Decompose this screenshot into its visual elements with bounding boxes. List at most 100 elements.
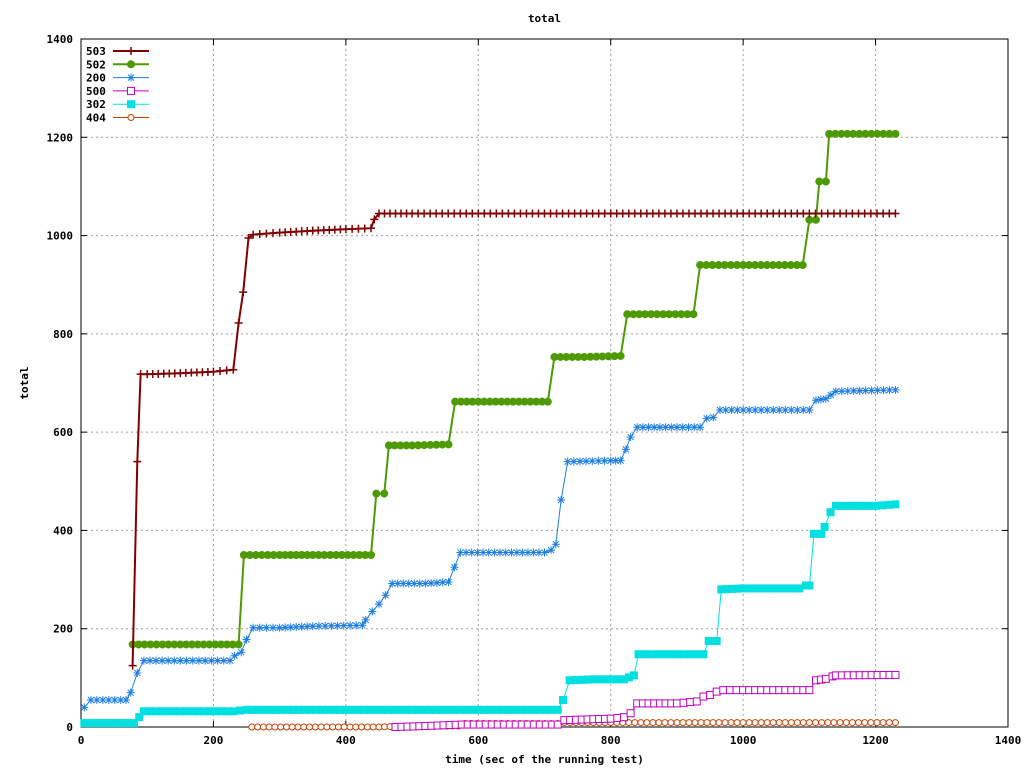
data-point — [696, 423, 705, 432]
data-point — [871, 501, 880, 510]
data-point — [239, 288, 248, 297]
data-point — [352, 723, 360, 731]
data-point — [594, 456, 603, 465]
data-point — [751, 406, 760, 415]
data-point — [812, 719, 820, 727]
data-point — [219, 656, 228, 665]
data-point — [638, 423, 647, 432]
data-point — [462, 548, 471, 557]
y-tick-label: 1000 — [47, 230, 74, 243]
data-point — [188, 656, 197, 665]
data-point — [878, 501, 887, 510]
data-point — [715, 406, 724, 415]
x-tick-label: 200 — [203, 734, 223, 747]
data-point — [363, 723, 371, 731]
data-point — [410, 579, 419, 588]
data-point — [626, 433, 635, 442]
data-point — [213, 656, 222, 665]
data-point — [399, 579, 408, 588]
data-point — [104, 695, 113, 704]
data-point — [861, 386, 870, 395]
x-tick-label: 1000 — [730, 734, 757, 747]
data-point — [649, 719, 657, 727]
legend-entry-502: 502 — [86, 58, 149, 71]
data-point — [739, 719, 747, 727]
data-point — [327, 621, 336, 630]
data-point — [867, 719, 875, 727]
data-point — [751, 719, 759, 727]
data-point — [703, 719, 711, 727]
data-point — [275, 623, 284, 632]
data-point — [826, 391, 835, 400]
legend-label: 500 — [86, 85, 106, 98]
data-point — [432, 578, 441, 587]
x-tick-label: 0 — [78, 734, 85, 747]
data-point — [884, 500, 893, 509]
data-point — [127, 100, 135, 109]
data-point — [690, 423, 699, 432]
legend-entry-200: 200 — [86, 72, 149, 85]
x-tick-label: 800 — [601, 734, 621, 747]
x-tick-label: 400 — [336, 734, 356, 747]
data-point — [769, 406, 778, 415]
data-point — [805, 686, 814, 695]
data-point — [393, 579, 402, 588]
data-point — [547, 546, 556, 555]
data-point — [444, 578, 453, 587]
data-point — [86, 695, 95, 704]
data-point — [86, 719, 95, 728]
data-point — [679, 719, 687, 727]
data-point — [879, 719, 887, 727]
data-point — [281, 623, 290, 632]
data-point — [655, 423, 664, 432]
data-point — [891, 129, 900, 138]
data-point — [116, 695, 125, 704]
data-point — [721, 406, 730, 415]
data-point — [333, 621, 342, 630]
y-tick-label: 600 — [53, 426, 73, 439]
data-point — [438, 578, 447, 587]
data-point — [254, 723, 262, 731]
data-point — [650, 423, 659, 432]
data-point — [100, 719, 109, 728]
data-point — [80, 703, 89, 712]
data-point — [248, 723, 256, 731]
data-point — [704, 637, 713, 645]
data-point — [699, 692, 708, 701]
data-point — [559, 695, 568, 704]
data-point — [288, 723, 296, 731]
data-point — [769, 719, 777, 727]
series-500 — [391, 670, 900, 731]
data-point — [837, 387, 846, 396]
data-point — [712, 637, 721, 645]
data-point — [582, 457, 591, 466]
data-point — [799, 719, 807, 727]
data-point — [496, 548, 505, 557]
data-point — [368, 607, 377, 616]
data-point — [885, 386, 894, 395]
data-point — [164, 656, 173, 665]
data-point — [127, 73, 135, 82]
data-point — [606, 456, 615, 465]
data-point — [551, 540, 560, 549]
data-point — [127, 47, 135, 55]
legend-label: 302 — [86, 98, 106, 111]
data-point — [697, 719, 705, 727]
data-point — [817, 529, 826, 538]
data-point — [229, 365, 238, 374]
data-point — [308, 622, 317, 631]
data-point — [706, 691, 715, 700]
data-point — [821, 177, 830, 186]
data-point — [616, 351, 625, 360]
data-point — [126, 688, 135, 697]
data-point — [93, 719, 102, 728]
data-point — [444, 440, 453, 449]
data-point — [367, 224, 376, 233]
data-point — [805, 406, 814, 415]
data-point — [861, 719, 869, 727]
data-point — [297, 622, 306, 631]
data-point — [689, 310, 698, 319]
data-point — [816, 395, 825, 404]
data-point — [684, 423, 693, 432]
data-point — [158, 656, 167, 665]
